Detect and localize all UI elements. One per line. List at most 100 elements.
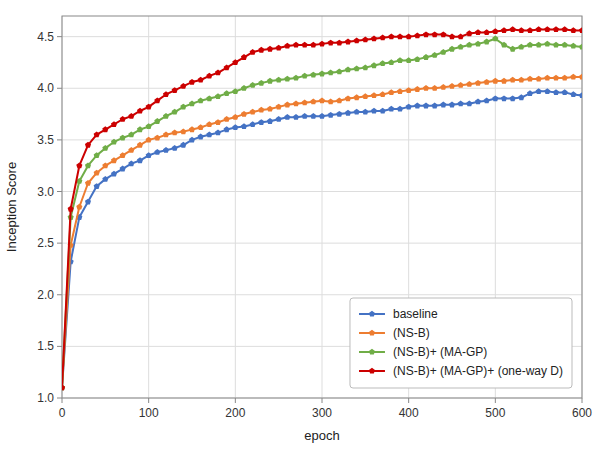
point-marker [267, 118, 273, 124]
point-marker [328, 70, 334, 76]
point-marker [371, 108, 377, 114]
point-marker [492, 28, 498, 34]
point-marker [553, 89, 559, 95]
point-marker [440, 31, 446, 37]
point-marker [388, 33, 394, 39]
point-marker [458, 33, 464, 39]
point-marker [258, 107, 264, 113]
point-marker [380, 60, 386, 66]
point-marker [76, 204, 82, 210]
point-marker [562, 26, 568, 32]
point-marker [527, 27, 533, 33]
point-marker [414, 86, 420, 92]
point-marker [232, 114, 238, 120]
point-marker [570, 43, 576, 49]
point-marker [544, 26, 550, 32]
series-line [62, 77, 582, 388]
point-marker [501, 78, 507, 84]
point-marker [102, 126, 108, 132]
x-grid-line [148, 16, 149, 398]
point-marker [62, 384, 65, 390]
point-marker [310, 98, 316, 104]
point-marker [206, 73, 212, 79]
y-tick [57, 88, 62, 89]
x-tick [582, 398, 583, 403]
y-tick [57, 36, 62, 37]
y-tick-label: 3.0 [37, 185, 54, 199]
point-marker [94, 170, 100, 176]
point-marker [466, 81, 472, 87]
series [62, 36, 582, 391]
point-marker [111, 171, 117, 177]
point-marker [536, 76, 542, 82]
point-marker [397, 88, 403, 94]
point-marker [180, 142, 186, 148]
point-marker [432, 52, 438, 58]
point-marker [579, 27, 582, 33]
point-marker [284, 114, 290, 120]
x-tick-label: 200 [225, 406, 245, 420]
point-marker [466, 42, 472, 48]
point-marker [510, 46, 516, 52]
point-marker [354, 109, 360, 115]
x-tick [408, 398, 409, 403]
point-marker [414, 103, 420, 109]
y-grid-line [62, 88, 582, 89]
point-marker [293, 101, 299, 107]
point-marker [232, 88, 238, 94]
x-tick-label: 600 [572, 406, 592, 420]
y-grid-line [62, 191, 582, 192]
point-marker [250, 82, 256, 88]
y-tick-label: 2.5 [37, 236, 54, 250]
point-marker [354, 94, 360, 100]
point-marker [232, 59, 238, 65]
point-marker [85, 163, 91, 169]
point-marker [111, 139, 117, 145]
point-marker [397, 106, 403, 112]
y-tick [57, 346, 62, 347]
point-marker [406, 33, 412, 39]
point-marker [440, 84, 446, 90]
point-marker [336, 97, 342, 103]
point-marker [206, 121, 212, 127]
x-tick-label: 0 [59, 406, 66, 420]
point-marker [518, 77, 524, 83]
point-marker [518, 27, 524, 33]
point-marker [206, 95, 212, 101]
point-marker [189, 126, 195, 132]
point-marker [562, 42, 568, 48]
y-grid-line [62, 294, 582, 295]
point-marker [466, 30, 472, 36]
point-marker [284, 43, 290, 49]
point-marker [276, 104, 282, 110]
data [62, 26, 582, 390]
point-marker [527, 76, 533, 82]
point-marker [189, 79, 195, 85]
y-grid-line [62, 36, 582, 37]
point-marker [163, 132, 169, 138]
point-marker [345, 39, 351, 45]
point-marker [62, 384, 65, 390]
point-marker [458, 101, 464, 107]
point-marker [172, 109, 178, 115]
y-tick-label: 3.5 [37, 133, 54, 147]
point-marker [458, 44, 464, 50]
point-marker [215, 119, 221, 125]
point-marker [146, 123, 152, 129]
point-marker [94, 183, 100, 189]
page: {"chart_data": { "type": "line", "xlabel… [0, 0, 598, 450]
point-marker [302, 113, 308, 119]
point-marker [302, 100, 308, 106]
point-marker [128, 113, 134, 119]
legend-marker [369, 368, 375, 374]
point-marker [553, 42, 559, 48]
point-marker [128, 132, 134, 138]
y-tick [57, 398, 62, 399]
point-marker [371, 36, 377, 42]
point-marker [414, 32, 420, 38]
point-marker [276, 116, 282, 122]
point-marker [510, 26, 516, 32]
point-marker [198, 134, 204, 140]
point-marker [250, 109, 256, 115]
x-tick-label: 300 [312, 406, 332, 420]
